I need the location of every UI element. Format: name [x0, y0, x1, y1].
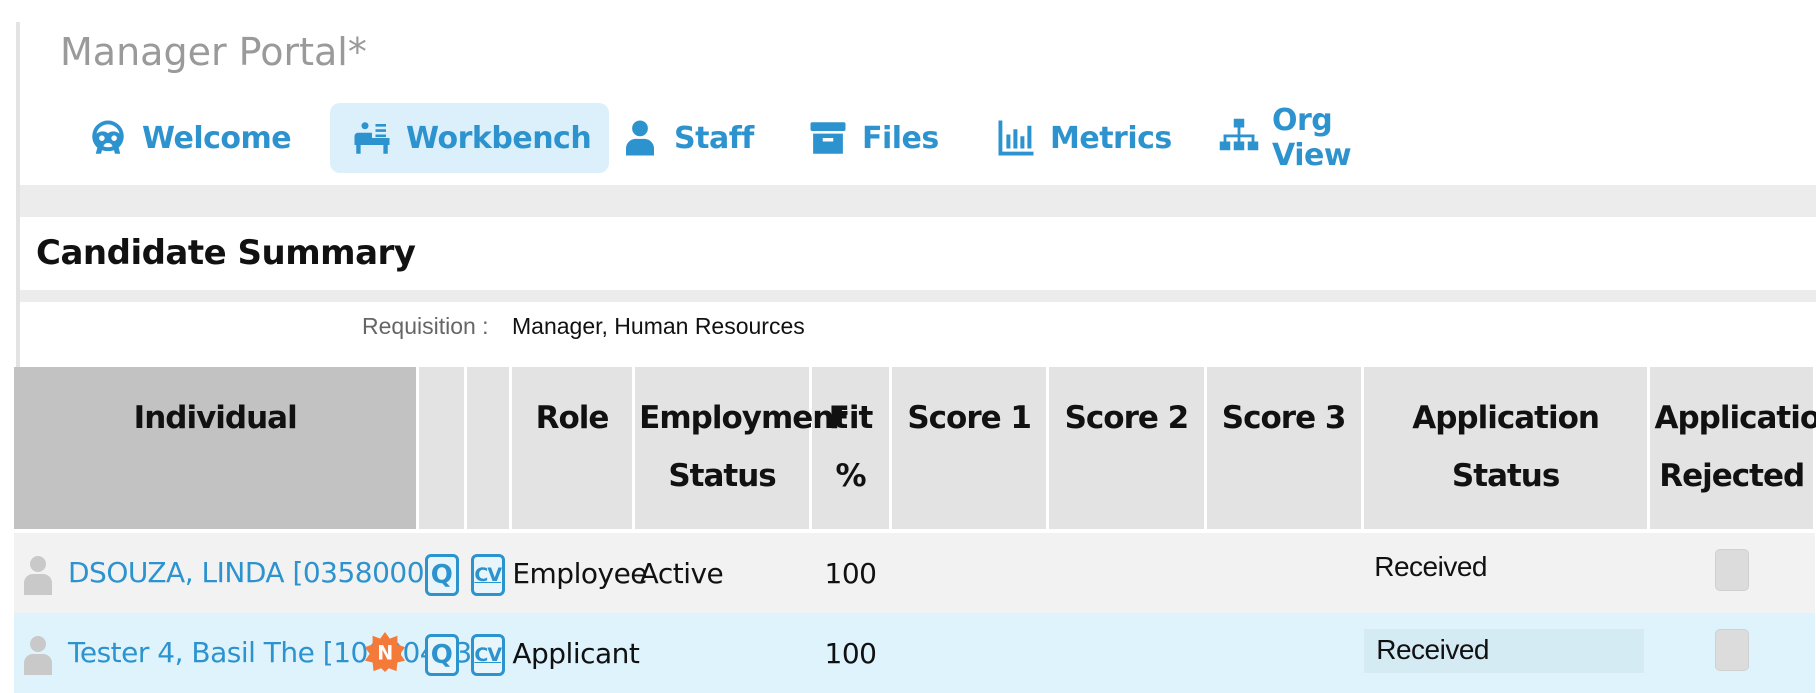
workbench-icon: [350, 116, 394, 160]
portal-title: Manager Portal*: [60, 30, 367, 74]
col-header-fit[interactable]: Fit %: [810, 367, 893, 531]
nav-metrics[interactable]: Metrics: [994, 103, 1172, 173]
candidate-name-link[interactable]: DSOUZA, LINDA [0358000]: [68, 556, 435, 589]
employment-status-text: [634, 637, 640, 670]
divider-band: [20, 290, 1816, 302]
cv-button[interactable]: CV: [470, 554, 505, 596]
cell-application-status: Received: [1362, 613, 1649, 693]
cell-fit: 100: [810, 529, 891, 613]
cell-score3: [1205, 529, 1363, 613]
cell-individual: DSOUZA, LINDA [0358000]: [14, 529, 435, 613]
cell-q: Q: [417, 529, 466, 613]
person-placeholder-icon: [24, 555, 52, 595]
cell-rejected: [1648, 613, 1815, 693]
table-row: Tester 4, Basil The [10000463] N Q CV Ap…: [14, 613, 1815, 693]
cell-cv: CV: [465, 529, 511, 613]
cell-score2: [1047, 529, 1206, 613]
cell-q: Q: [417, 613, 466, 693]
cell-cv: CV: [465, 613, 511, 693]
cell-fit: 100: [810, 613, 891, 693]
col-header-score3[interactable]: Score 3: [1205, 367, 1364, 531]
cell-role: Applicant: [510, 613, 640, 693]
rejected-checkbox[interactable]: [1714, 548, 1749, 591]
cell-score1: [890, 529, 1048, 613]
person-placeholder-icon: [24, 635, 52, 675]
cell-employment-status: [633, 613, 811, 693]
fit-value: 100: [824, 636, 877, 670]
nav-label: Welcome: [142, 120, 292, 156]
nav-org-view[interactable]: Org View: [1218, 103, 1353, 173]
table-header: Individual Role Employment Status Fit % …: [14, 367, 1816, 531]
col-header-score1[interactable]: Score 1: [890, 367, 1050, 531]
nav-staff[interactable]: Staff: [618, 103, 754, 173]
questionnaire-button[interactable]: Q: [424, 554, 459, 596]
requisition-label: Requisition :: [362, 313, 489, 339]
col-header-employment-status[interactable]: Employment Status: [633, 367, 848, 531]
role-text: Employee: [512, 556, 648, 590]
org-chart-icon: [1218, 116, 1260, 160]
col-header-role[interactable]: Role: [510, 367, 636, 531]
requisition-value: Manager, Human Resources: [512, 313, 805, 339]
cell-rejected: [1648, 529, 1815, 613]
nav-label: Workbench: [406, 120, 592, 156]
nav-files[interactable]: Files: [806, 103, 939, 173]
col-header-individual[interactable]: Individual: [14, 367, 420, 531]
table-row: DSOUZA, LINDA [0358000] Q CV Employee Ac…: [14, 529, 1815, 613]
col-header-blank: [417, 367, 467, 531]
rejected-checkbox[interactable]: [1714, 628, 1749, 671]
section-title: Candidate Summary: [36, 233, 416, 273]
nav-label: Staff: [674, 120, 754, 156]
person-icon: [618, 116, 662, 160]
bar-chart-icon: [994, 116, 1038, 160]
cell-role: Employee: [510, 529, 648, 613]
cell-score2: [1047, 613, 1206, 693]
questionnaire-button[interactable]: Q: [424, 634, 459, 676]
role-text: Applicant: [512, 636, 640, 670]
archive-box-icon: [806, 116, 850, 160]
divider-band: [20, 185, 1816, 217]
cell-application-status: Received: [1362, 529, 1649, 613]
cell-employment-status: Active: [633, 529, 811, 613]
welcome-icon: [86, 116, 130, 160]
cell-score3: [1205, 613, 1363, 693]
candidate-name-link[interactable]: Tester 4, Basil The [10000463]: [68, 636, 483, 669]
application-status-text: Received: [1364, 629, 1645, 673]
col-header-score2[interactable]: Score 2: [1047, 367, 1207, 531]
col-header-application-rejected[interactable]: Application Rejected: [1648, 367, 1816, 531]
nav-workbench[interactable]: Workbench: [330, 103, 610, 173]
nav-label: Metrics: [1050, 120, 1172, 156]
cv-button[interactable]: CV: [470, 634, 505, 676]
nav-welcome[interactable]: Welcome: [86, 103, 292, 173]
nav-label: Files: [862, 120, 939, 156]
candidate-table: Individual Role Employment Status Fit % …: [14, 367, 1816, 693]
fit-value: 100: [824, 556, 877, 590]
new-badge-icon: N: [364, 631, 406, 673]
cell-individual: Tester 4, Basil The [10000463] N: [14, 613, 483, 693]
new-badge-label: N: [377, 642, 393, 665]
cell-score1: [890, 613, 1048, 693]
nav-label: Org View: [1272, 103, 1352, 173]
col-header-application-status[interactable]: Application Status: [1362, 367, 1651, 531]
employment-status-text: Active: [639, 556, 724, 590]
application-status-text: Received: [1374, 550, 1487, 582]
left-rule: [16, 22, 20, 367]
col-header-blank: [465, 367, 512, 531]
